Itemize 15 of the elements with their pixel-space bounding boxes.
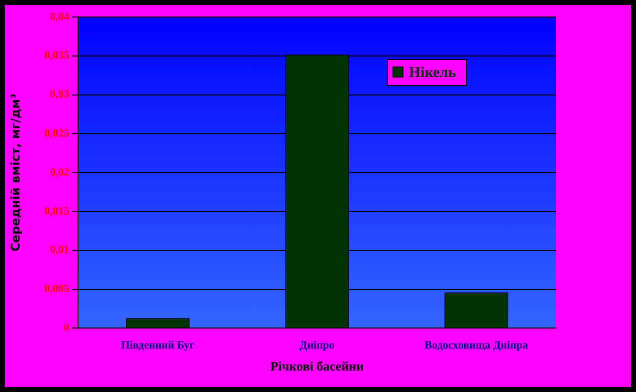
y-tick-label: 0,005 (44, 283, 70, 296)
y-tick-label: 0,02 (50, 166, 70, 178)
y-tick-label: 0,01 (50, 244, 70, 256)
y-axis-title: Середній вміст, мг/дм³ (8, 94, 22, 252)
x-tick-label: Водосховища Дніпра (424, 340, 529, 352)
y-tick-label: 0,015 (44, 205, 70, 218)
legend-label: Нікель (408, 64, 456, 81)
y-tick-label: 0 (64, 322, 70, 334)
x-axis-title: Річкові басейни (270, 358, 364, 374)
y-tick-label: 0,03 (50, 88, 70, 101)
x-tick-label: Південний Буг (121, 340, 194, 352)
x-tick-label: Дніпро (300, 340, 336, 352)
y-tick-label: 0,035 (44, 50, 70, 62)
y-tick-label: 0,025 (44, 128, 70, 140)
y-tick-label: 0,04 (50, 10, 70, 23)
